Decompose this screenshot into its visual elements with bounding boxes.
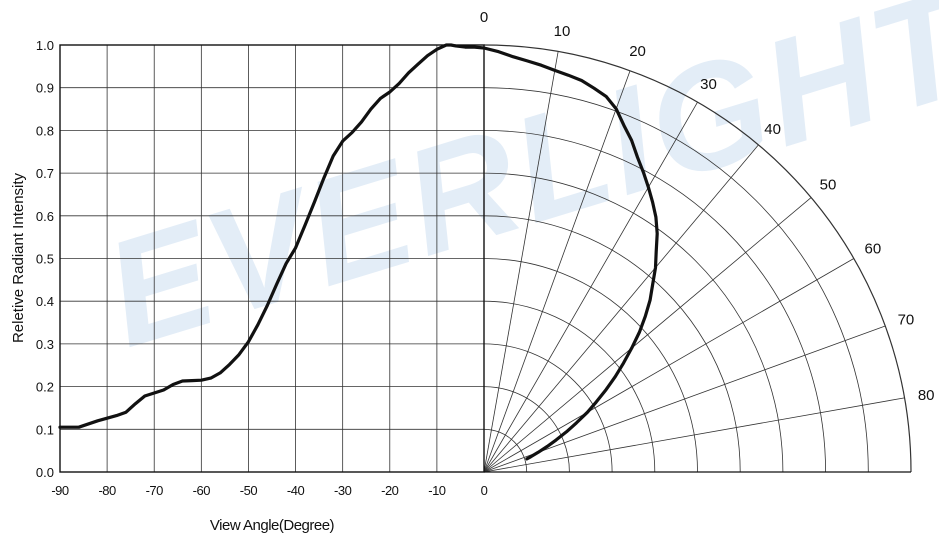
polar-ring [483,258,698,473]
y-axis-title: Reletive Radiant Intensity [10,172,27,343]
polar-spoke [483,325,886,473]
y-tick-label: 0.3 [36,337,54,352]
x-tick-label: 0 [481,483,488,498]
polar-angle-label: 60 [865,241,882,258]
polar-spoke [483,144,759,473]
x-tick-label: -70 [146,483,164,498]
x-tick-label: -90 [51,483,69,498]
polar-spoke [483,258,854,473]
polar-angle-label: 0 [480,9,488,26]
y-tick-label: 0.6 [36,209,54,224]
intensity-curve-polar [482,46,659,461]
polar-grid [483,44,912,473]
x-axis-title: View Angle(Degree) [210,517,335,534]
polar-angle-label: 80 [918,387,935,404]
polar-spoke [483,102,698,473]
polar-spoke [483,51,559,473]
y-tick-label: 0.9 [36,81,54,96]
x-tick-label: -60 [193,483,211,498]
polar-tick-labels: 0102030405060708090 [480,9,939,482]
polar-angle-label: 70 [898,311,915,328]
y-tick-label: 1.0 [36,38,54,53]
polar-ring [483,300,656,473]
y-tick-label: 0.2 [36,380,54,395]
y-tick-label: 0.0 [36,465,54,480]
y-tick-label: 0.5 [36,252,54,267]
polar-ring [483,87,869,473]
plot-frame [59,44,485,473]
polar-spoke [483,70,631,473]
y-tick-label: 0.1 [36,422,54,437]
axes [59,44,911,473]
polar-spoke [483,197,812,473]
x-tick-label: -80 [98,483,116,498]
polar-ring [483,386,570,473]
x-tick-label: -30 [334,483,352,498]
y-tick-label: 0.7 [36,166,54,181]
x-tick-label: -50 [240,483,258,498]
cartesian-grid [59,44,485,473]
x-tick-label: -20 [381,483,399,498]
polar-ring [483,172,784,473]
y-tick-label: 0.8 [36,123,54,138]
x-tick-label: -10 [428,483,446,498]
series-layer [58,43,659,461]
x-tick-label: -40 [287,483,305,498]
tick-labels: -90 -80 -70 -60 -50 -40 -30 -20 -10 0 0.0 0.1 0.2 0.3… [36,38,488,498]
polar-ring [483,343,613,473]
polar-angle-label: 20 [629,43,646,60]
intensity-curve-cartesian [58,43,486,429]
polar-spoke [483,397,905,473]
y-tick-label: 0.4 [36,294,54,309]
polar-angle-label: 30 [700,76,717,93]
polar-angle-label: 40 [764,121,781,138]
polar-ring [483,44,912,473]
polar-ring [483,215,741,473]
polar-angle-label: 50 [820,176,837,193]
polar-ring [483,130,826,473]
polar-angle-label: 10 [554,23,571,40]
